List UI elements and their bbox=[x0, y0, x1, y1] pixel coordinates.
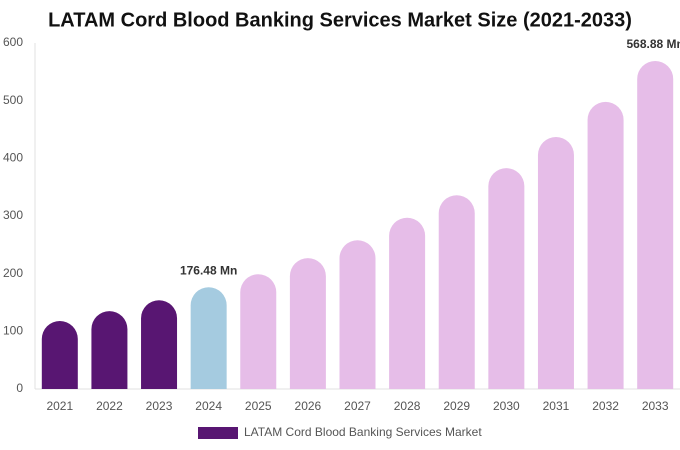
bar bbox=[289, 258, 326, 389]
y-tick-label: 100 bbox=[3, 324, 23, 338]
bar bbox=[637, 60, 674, 390]
bar bbox=[190, 287, 227, 389]
x-tick-label: 2031 bbox=[543, 399, 570, 413]
legend-label: LATAM Cord Blood Banking Services Market bbox=[244, 425, 482, 439]
bar bbox=[537, 136, 574, 389]
bar bbox=[141, 300, 178, 389]
bar bbox=[438, 195, 475, 389]
bar bbox=[240, 274, 277, 389]
x-tick-label: 2021 bbox=[46, 399, 73, 413]
bar bbox=[488, 168, 525, 389]
x-tick-label: 2032 bbox=[592, 399, 619, 413]
x-tick-label: 2025 bbox=[245, 399, 272, 413]
x-tick-label: 2027 bbox=[344, 399, 371, 413]
x-tick-label: 2022 bbox=[96, 399, 123, 413]
x-tick-label: 2026 bbox=[295, 399, 322, 413]
legend-swatch bbox=[198, 427, 238, 439]
x-tick-label: 2033 bbox=[642, 399, 669, 413]
x-tick-label: 2029 bbox=[443, 399, 470, 413]
y-tick-label: 400 bbox=[3, 151, 23, 165]
x-tick-label: 2028 bbox=[394, 399, 421, 413]
bar bbox=[41, 320, 78, 389]
chart-title: LATAM Cord Blood Banking Services Market… bbox=[48, 9, 632, 31]
bar bbox=[91, 311, 128, 389]
bar bbox=[389, 217, 426, 389]
y-tick-label: 500 bbox=[3, 93, 23, 107]
value-label: 568.88 Mn bbox=[627, 37, 680, 51]
y-tick-label: 200 bbox=[3, 266, 23, 280]
y-tick-label: 300 bbox=[3, 208, 23, 222]
y-tick-label: 0 bbox=[16, 381, 23, 395]
x-tick-label: 2024 bbox=[195, 399, 222, 413]
value-label: 176.48 Mn bbox=[180, 263, 237, 277]
bar bbox=[587, 101, 624, 389]
bar bbox=[339, 240, 376, 389]
x-tick-label: 2023 bbox=[146, 399, 173, 413]
y-tick-label: 600 bbox=[3, 35, 23, 49]
x-tick-label: 2030 bbox=[493, 399, 520, 413]
